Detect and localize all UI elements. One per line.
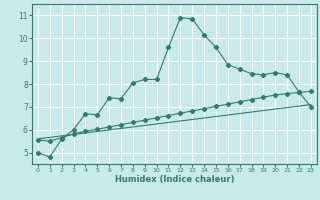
X-axis label: Humidex (Indice chaleur): Humidex (Indice chaleur) bbox=[115, 175, 234, 184]
